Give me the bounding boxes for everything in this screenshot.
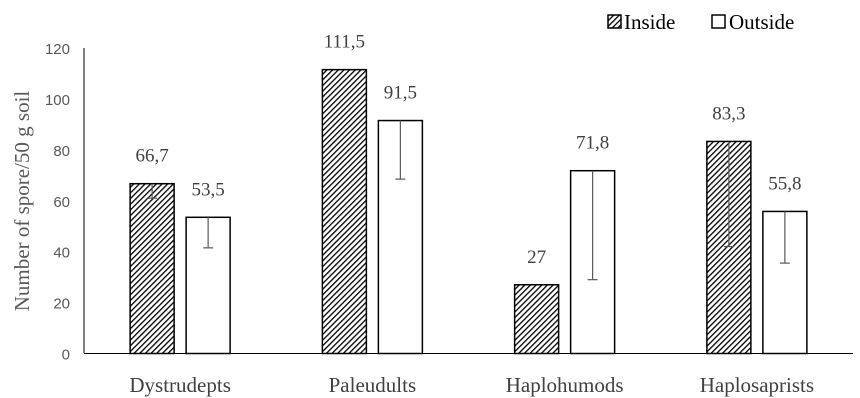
error-bar-outside-haplosaprists bbox=[779, 211, 790, 264]
data-labels: 66,7 53,5 111,5 91,5 27 71,8 83,3 55,8 bbox=[136, 32, 802, 268]
error-bars bbox=[147, 120, 790, 281]
legend-label-outside: Outside bbox=[729, 10, 794, 34]
y-tick-label: 100 bbox=[45, 92, 70, 109]
y-tick-label: 40 bbox=[53, 245, 70, 262]
data-label: 83,3 bbox=[712, 103, 745, 124]
y-tick-label: 120 bbox=[45, 41, 70, 58]
x-tick-label: Haplosaprists bbox=[700, 373, 814, 397]
data-label: 55,8 bbox=[768, 173, 801, 194]
y-tick-label: 20 bbox=[53, 296, 70, 313]
data-label: 53,5 bbox=[192, 179, 225, 200]
error-bar-inside-haplosaprists bbox=[723, 141, 734, 248]
bar-inside-haplohumods bbox=[513, 284, 560, 355]
legend-label-inside: Inside bbox=[624, 10, 675, 34]
bar-inside-dystrudepts bbox=[129, 182, 175, 355]
error-bar-inside-dystrudepts bbox=[147, 183, 158, 199]
error-bar-outside-paleudults bbox=[395, 120, 406, 180]
data-label: 91,5 bbox=[384, 83, 417, 104]
bar-inside-haplosaprists bbox=[706, 140, 752, 355]
y-tick-label: 0 bbox=[62, 347, 70, 364]
legend-swatch-outside bbox=[711, 14, 726, 29]
data-label: 71,8 bbox=[576, 133, 609, 154]
data-label: 66,7 bbox=[136, 146, 169, 167]
y-axis-ticks: 0 20 40 60 80 100 120 bbox=[45, 41, 70, 364]
legend: Inside Outside bbox=[607, 10, 794, 34]
data-label: 111,5 bbox=[324, 32, 365, 53]
data-label: 27 bbox=[527, 247, 546, 268]
error-bar-outside-dystrudepts bbox=[203, 217, 214, 249]
legend-swatch-inside bbox=[607, 14, 622, 29]
bars bbox=[129, 68, 808, 355]
y-tick-label: 80 bbox=[53, 143, 70, 160]
y-tick-label: 60 bbox=[53, 194, 70, 211]
x-tick-label: Haplohumods bbox=[506, 373, 624, 397]
y-axis-title: Number of spore/50 g soil bbox=[10, 91, 34, 312]
error-bar-outside-haplohumods bbox=[587, 170, 598, 281]
x-tick-label: Dystrudepts bbox=[129, 373, 231, 397]
x-axis-tick-labels: Dystrudepts Paleudults Haplohumods Haplosap… bbox=[129, 373, 814, 397]
bar-inside-paleudults bbox=[321, 68, 368, 355]
x-tick-label: Paleudults bbox=[329, 373, 417, 397]
